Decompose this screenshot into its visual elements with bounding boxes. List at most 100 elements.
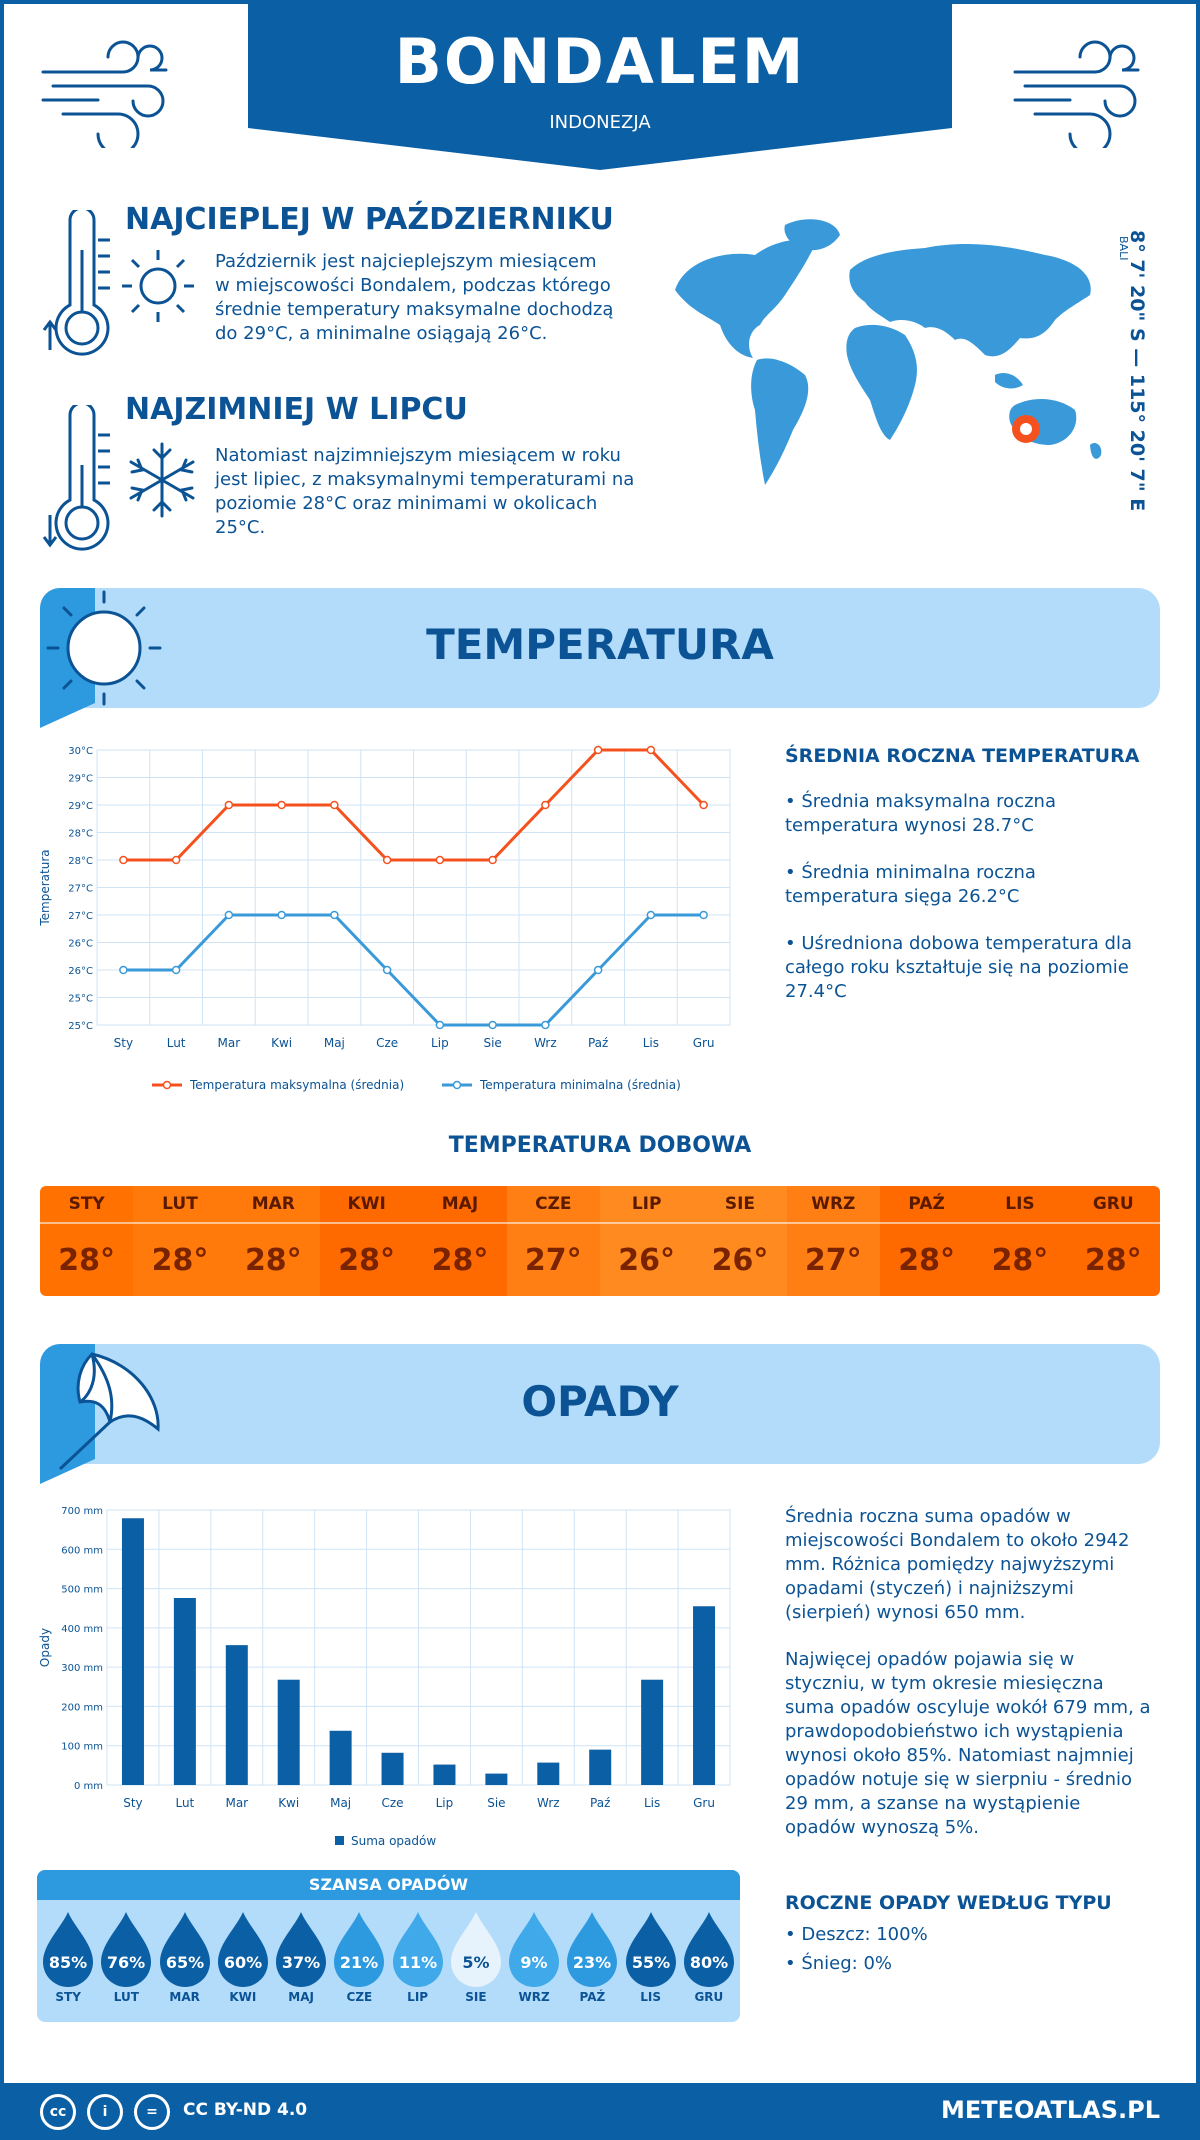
- daily-temperature-cell: LUT 28°: [133, 1186, 227, 1296]
- data-point: [224, 910, 234, 920]
- x-tick-label: Sie: [487, 1796, 505, 1810]
- precipitation-chance-title: SZANSA OPADÓW: [37, 1870, 740, 1900]
- x-tick-label: Lip: [436, 1796, 454, 1810]
- x-tick-label: Maj: [324, 1036, 345, 1050]
- y-tick-label: 29°C: [68, 774, 93, 785]
- precipitation-chance-month: LIP: [407, 1990, 429, 2004]
- footer: [0, 2083, 1200, 2140]
- sun-icon: [122, 250, 194, 322]
- x-tick-label: Cze: [376, 1036, 398, 1050]
- precipitation-chance-item: 76% LUT: [97, 1910, 155, 2004]
- x-tick-label: Paź: [588, 1036, 608, 1050]
- raindrop-icon: 65%: [159, 1912, 210, 1987]
- daily-temperature-value: 28°: [338, 1242, 396, 1278]
- y-tick-label: 300 mm: [61, 1663, 103, 1674]
- coordinates: 8° 7' 20" S — 115° 20' 7" E: [1126, 230, 1148, 512]
- country-name: INDONEZJA: [549, 112, 651, 133]
- precipitation-chance-value: 55%: [631, 1953, 669, 1972]
- raindrop-icon: 76%: [101, 1912, 152, 1987]
- precipitation-chance-value: 65%: [165, 1953, 203, 1972]
- raindrop-shape: [683, 1912, 734, 1987]
- legend-label: Temperatura minimalna (średnia): [479, 1078, 681, 1092]
- data-point: [119, 965, 128, 975]
- x-tick-label: Mar: [218, 1036, 241, 1050]
- daily-temperature-cell: MAJ 28°: [413, 1186, 507, 1296]
- x-tick-label: Gru: [693, 1796, 715, 1810]
- legend-label: Temperatura maksymalna (średnia): [189, 1078, 404, 1092]
- hottest-title: NAJCIEPLEJ W PAŹDZIERNIKU: [125, 202, 614, 237]
- precipitation-chance-value: 76%: [107, 1953, 145, 1972]
- precipitation-chance-month: LIS: [640, 1990, 661, 2004]
- precipitation-chance-item: 60% KWI: [214, 1910, 272, 2004]
- daily-temperature-value: 28°: [991, 1242, 1049, 1278]
- daily-temperature-table: STY 28° LUT 28° MAR 28° KWI 28° MAJ 28° CZE 27° LIP 2…: [40, 1186, 1160, 1296]
- precipitation-chance-month: MAR: [169, 1990, 200, 2004]
- daily-temperature-cell: LIS 28°: [973, 1186, 1067, 1296]
- daily-temperature-cell: CZE 27°: [506, 1186, 600, 1296]
- daily-month-label: MAR: [226, 1186, 320, 1224]
- y-tick-label: 400 mm: [61, 1624, 103, 1635]
- x-tick-label: Wrz: [534, 1036, 557, 1050]
- data-point: [541, 800, 550, 810]
- precipitation-band: [40, 1344, 1160, 1464]
- y-tick-label: 600 mm: [61, 1545, 103, 1556]
- raindrop-shape: [217, 1912, 268, 1987]
- precipitation-chance-value: 60%: [224, 1953, 262, 1972]
- city-name: BONDALEM: [394, 25, 806, 98]
- brand-link[interactable]: METEOATLAS.PL: [940, 2096, 1160, 2124]
- bar: [589, 1749, 612, 1785]
- data-point: [488, 1020, 497, 1030]
- x-tick-label: Kwi: [271, 1036, 292, 1050]
- x-tick-label: Lut: [167, 1036, 186, 1050]
- raindrop-icon: 60%: [217, 1912, 268, 1987]
- bar: [329, 1730, 352, 1785]
- daily-month-label: KWI: [319, 1186, 414, 1224]
- daily-month-label: PAŹ: [879, 1186, 974, 1224]
- wind-icon: [1013, 40, 1140, 148]
- daily-month-label: CZE: [506, 1186, 600, 1224]
- precipitation-chance-value: 23%: [573, 1953, 611, 1972]
- bar: [485, 1773, 508, 1785]
- data-point: [646, 745, 656, 755]
- daily-temperature-title: TEMPERATURA DOBOWA: [448, 1133, 752, 1158]
- bar: [693, 1606, 716, 1785]
- daily-month-label: LUT: [133, 1186, 227, 1224]
- y-tick-label: 29°C: [68, 801, 93, 812]
- coldest-text: Natomiast najzimniejszym miesiącem w rok…: [215, 445, 635, 538]
- data-point: [224, 800, 234, 810]
- daily-temperature-value: 26°: [711, 1242, 769, 1278]
- bar: [121, 1518, 144, 1785]
- bar: [173, 1598, 196, 1785]
- umbrella-rain-icon: [40, 1344, 160, 1484]
- data-point: [646, 910, 656, 920]
- precipitation-chart: 0 mm 100 mm 200 mm 300 mm 400 mm 500 mm 600 mm…: [38, 1506, 731, 1848]
- daily-month-label: GRU: [1066, 1186, 1160, 1224]
- precipitation-chance-value: 85%: [49, 1953, 87, 1972]
- precipitation-chance-item: 85% STY: [39, 1910, 97, 2004]
- raindrop-shape: [392, 1912, 443, 1987]
- data-point: [277, 800, 286, 810]
- precipitation-summary: Średnia roczna suma opadów w miejscowośc…: [785, 1506, 1130, 1623]
- y-tick-label: 27°C: [68, 911, 93, 922]
- data-point: [488, 855, 497, 865]
- bar: [225, 1645, 248, 1785]
- y-tick-label: 27°C: [68, 884, 93, 895]
- data-point: [382, 855, 392, 865]
- precipitation-details: Najwięcej opadów pojawia się w styczniu,…: [785, 1649, 1151, 1838]
- precipitation-chance-item: 23% PAŹ: [563, 1910, 621, 2004]
- bar: [433, 1764, 456, 1785]
- precipitation-chance-value: 11%: [398, 1953, 436, 1972]
- precipitation-chance-item: 5% SIE: [447, 1910, 505, 2004]
- daily-month-label: WRZ: [786, 1186, 880, 1224]
- precipitation-chance-box: SZANSA OPADÓW 85% STY 76% LUT 65% MAR 60% KWI 37…: [37, 1870, 740, 2022]
- data-point: [119, 855, 128, 865]
- raindrop-shape: [567, 1912, 618, 1987]
- precipitation-type-rain: • Deszcz: 100%: [785, 1924, 928, 1945]
- raindrop-icon: 85%: [43, 1912, 94, 1987]
- x-tick-label: Gru: [693, 1036, 715, 1050]
- by-icon: i: [87, 2094, 123, 2130]
- data-point: [330, 800, 339, 810]
- x-tick-label: Kwi: [278, 1796, 299, 1810]
- data-point: [382, 965, 392, 975]
- data-point: [593, 965, 603, 975]
